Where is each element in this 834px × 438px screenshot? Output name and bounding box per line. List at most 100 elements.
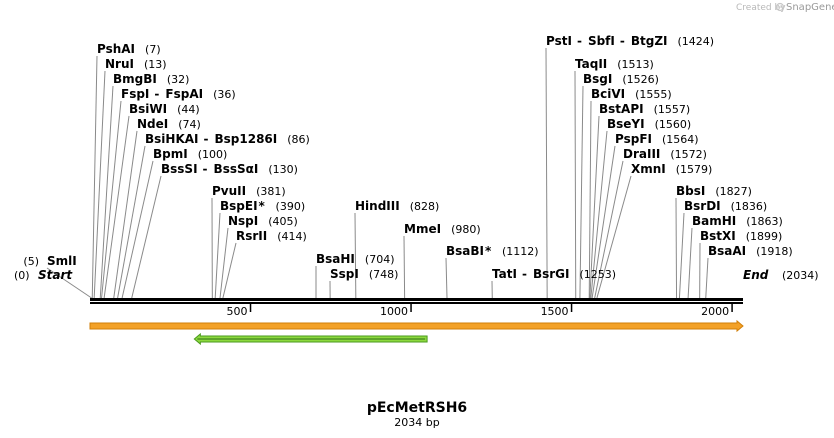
site-name: BssSI — [161, 162, 198, 176]
site-position: (1836) — [731, 200, 768, 213]
orange-feature — [89, 319, 744, 333]
site-name: BseYI — [607, 117, 645, 131]
site-separator: - — [154, 87, 159, 101]
site-name: SbfI — [588, 34, 615, 48]
site-leader — [354, 212, 357, 299]
site-bstxi: BstXI (1899) — [700, 229, 782, 243]
site-leader — [574, 70, 577, 299]
site-leader — [131, 175, 162, 299]
site-name: XmnI — [631, 162, 666, 176]
site-position: (1526) — [622, 73, 659, 86]
site-bsahi: BsaHI (704) — [316, 252, 395, 266]
site-draiii: DraIII (1572) — [623, 147, 707, 161]
site-bsrdi: BsrDI (1836) — [684, 199, 767, 213]
site-labels: SmlI(5)PshAI (7)NruI (13)BmgBI (32)FspI - Fsp… — [23, 34, 792, 281]
dna-backbone — [90, 298, 743, 304]
site-bsihkai: BsiHKAI - Bsp1286I (86) — [145, 132, 310, 146]
site-name: BsrDI — [684, 199, 721, 213]
start-position: (0) — [14, 269, 30, 282]
site-bsgi: BsgI (1526) — [583, 72, 659, 86]
credit-brand: SnapGene — [786, 2, 834, 13]
site-name: HindIII — [355, 199, 400, 213]
site-ndei: NdeI (74) — [137, 117, 201, 131]
site-tati: TatI - BsrGI (1253) — [492, 267, 616, 281]
site-position: (1863) — [746, 215, 783, 228]
site-position: (1253) — [579, 268, 616, 281]
site-name: BciVI — [591, 87, 625, 101]
site-position: (1112) — [502, 245, 539, 258]
site-name: BstAPI — [599, 102, 644, 116]
site-leader — [101, 100, 122, 299]
site-bsabi: BsaBI * (1112) — [446, 244, 539, 258]
site-pspfi: PspFI (1564) — [615, 132, 699, 146]
site-position: (1579) — [676, 163, 713, 176]
map-title: pEcMetRSH6 — [367, 400, 467, 416]
site-leader — [113, 130, 138, 299]
site-name: BsiWI — [129, 102, 167, 116]
site-leader — [579, 85, 584, 299]
site-leader-lines — [46, 47, 709, 299]
site-position: (381) — [256, 185, 286, 198]
site-leader — [590, 130, 608, 299]
site-name: BstXI — [700, 229, 736, 243]
site-leader — [46, 267, 92, 299]
site-position: (980) — [451, 223, 481, 236]
site-name: MmeI — [404, 222, 441, 236]
site-name: BsiHKAI — [145, 132, 199, 146]
site-position: (704) — [365, 253, 395, 266]
site-star-marker: * — [485, 244, 492, 258]
site-star-marker: * — [259, 199, 266, 213]
ruler-tick-label: 1500 — [541, 305, 569, 318]
site-position: (1572) — [670, 148, 707, 161]
site-position: (100) — [198, 148, 228, 161]
site-name: NruI — [105, 57, 134, 71]
site-bcivi: BciVI (1555) — [591, 87, 672, 101]
site-position: (5) — [23, 255, 39, 268]
site-leader — [589, 115, 600, 299]
ruler-ticks: 500 1000 1500 2000 — [227, 304, 733, 318]
site-leader — [591, 145, 616, 299]
site-position: (86) — [287, 133, 310, 146]
site-leader — [93, 70, 106, 299]
credit-text: Created by — [736, 3, 786, 13]
end-label: End — [743, 268, 769, 282]
site-position: (390) — [276, 200, 306, 213]
site-position: (1899) — [746, 230, 783, 243]
site-separator: - — [620, 34, 625, 48]
site-name: BsrGI — [533, 267, 570, 281]
site-position: (32) — [167, 73, 190, 86]
site-leader — [99, 85, 114, 299]
site-bsaai: BsaAI (1918) — [708, 244, 793, 258]
site-name: BsaHI — [316, 252, 355, 266]
site-position: (1557) — [654, 103, 691, 116]
feature-arrows — [89, 319, 744, 346]
site-leader — [588, 100, 592, 299]
site-leader — [545, 47, 548, 299]
site-name: TaqII — [575, 57, 607, 71]
site-position: (13) — [144, 58, 167, 71]
site-name: PspFI — [615, 132, 652, 146]
site-position: (1564) — [662, 133, 699, 146]
site-leader — [678, 212, 685, 299]
site-separator: - — [204, 132, 209, 146]
snapgene-credit: Created by SnapGene — [736, 2, 834, 13]
site-name: BtgZI — [631, 34, 668, 48]
end-position: (2034) — [782, 269, 819, 282]
site-nrui: NruI (13) — [105, 57, 167, 71]
site-position: (1560) — [655, 118, 692, 131]
site-name: PstI — [546, 34, 572, 48]
site-bpmi: BpmI (100) — [153, 147, 227, 161]
site-separator: - — [203, 162, 208, 176]
ruler-tick-label: 2000 — [701, 305, 729, 318]
site-position: (130) — [268, 163, 298, 176]
site-leader — [214, 212, 221, 299]
site-name: PshAI — [97, 42, 135, 56]
site-pvuii: PvuII (381) — [212, 184, 286, 198]
site-position: (7) — [145, 43, 161, 56]
site-position: (1918) — [756, 245, 793, 258]
map-size: 2034 bp — [394, 416, 439, 429]
site-leader — [675, 197, 678, 299]
site-bmgbi: BmgBI (32) — [113, 72, 189, 86]
site-name: BsgI — [583, 72, 612, 86]
start-label: Start — [38, 268, 73, 282]
